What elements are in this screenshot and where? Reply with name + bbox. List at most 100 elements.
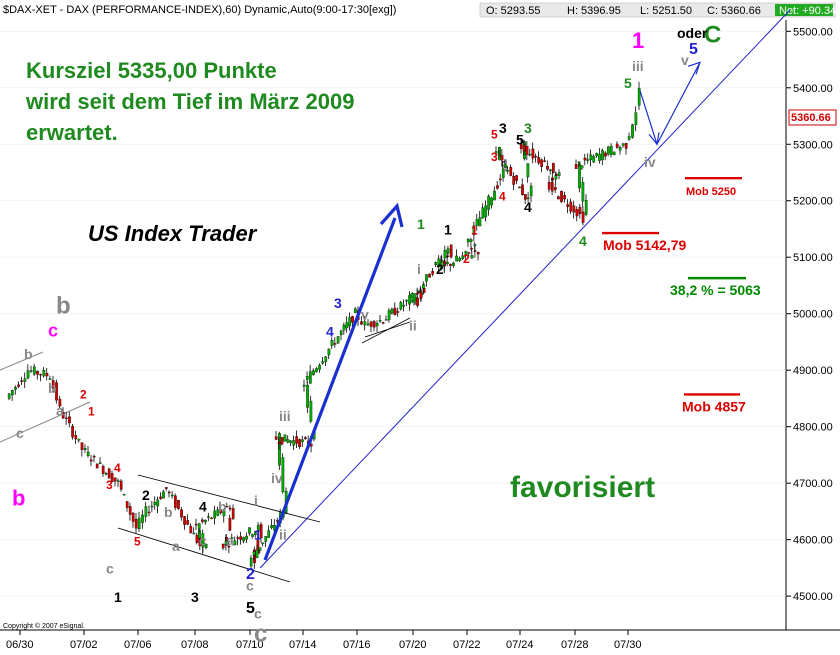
candle-body [197, 523, 201, 529]
candle-body [309, 371, 312, 384]
candle-body [563, 195, 566, 200]
candle-body [278, 433, 281, 466]
wave-label: b [12, 486, 25, 511]
y-tick-label: 5200.00 [793, 196, 833, 208]
y-tick-label: 4600.00 [793, 535, 833, 547]
candle-body [537, 157, 541, 164]
candle-body [32, 366, 36, 375]
candle-body [164, 487, 168, 489]
candle-body [95, 463, 99, 469]
candle-body [464, 251, 468, 256]
candle-body [637, 87, 641, 106]
candle-body [292, 440, 296, 446]
candle-body [584, 200, 588, 215]
candle-body [446, 255, 450, 257]
candle-body [122, 494, 126, 496]
candle-body [280, 437, 284, 445]
candle-body [189, 525, 193, 534]
candle-body [318, 364, 321, 370]
candle-body [92, 455, 96, 458]
candle-body [61, 411, 65, 419]
candle-body [499, 178, 502, 181]
candle-body [74, 435, 78, 440]
wave-label: 5 [246, 600, 255, 617]
candle-body [281, 457, 285, 493]
candle-body [156, 499, 160, 507]
candle-body [425, 274, 428, 282]
candle-body [301, 439, 304, 442]
candle-body [375, 323, 379, 327]
candle-body [506, 170, 510, 172]
candle-body [442, 263, 446, 266]
candle-body [342, 324, 346, 331]
candle-body [83, 448, 87, 450]
candle-body [618, 147, 622, 151]
candle-body [39, 373, 42, 376]
wave-label: b [48, 380, 57, 396]
candle-body [521, 184, 524, 196]
wave-label: iv [644, 154, 656, 170]
wave-label: 4 [199, 498, 207, 514]
candle-body [239, 536, 243, 540]
wave-label: ii [279, 527, 287, 543]
candle-body [552, 163, 555, 173]
y-tick-label: 4800.00 [793, 422, 833, 434]
wave-label: c [16, 425, 24, 441]
y-tick-label: 4700.00 [793, 478, 833, 490]
candle-body [557, 196, 560, 200]
candle-body [228, 507, 232, 510]
candle-body [80, 442, 84, 451]
candle-body [366, 323, 370, 326]
brand-text: US Index Trader [88, 221, 258, 246]
candle-body [378, 319, 382, 322]
candle-body [528, 153, 532, 156]
candle-body [36, 371, 39, 375]
wave-label: 5 [491, 128, 498, 142]
candles [7, 81, 641, 569]
x-tick-label: 07/30 [614, 639, 642, 651]
candle-body [89, 459, 93, 462]
candle-body [162, 491, 165, 499]
candle-body [20, 380, 24, 382]
candle-body [531, 148, 535, 159]
overlay-lines [263, 61, 701, 561]
candle-body [449, 244, 453, 258]
candle-body [261, 542, 265, 545]
candle-body [609, 146, 613, 155]
candle-body [390, 308, 394, 314]
candle-body [384, 319, 388, 321]
candle-body [230, 537, 234, 539]
candle-body [228, 517, 232, 531]
candle-body [45, 373, 49, 377]
candle-body [360, 321, 363, 325]
candle-body [110, 473, 114, 482]
x-tick-label: 07/24 [506, 639, 534, 651]
wave3-arrowhead [379, 202, 404, 228]
candle-body [560, 191, 563, 202]
candle-body [10, 390, 14, 396]
x-tick-label: 07/28 [561, 639, 589, 651]
candle-body [540, 159, 544, 167]
wave-label: a [226, 532, 234, 548]
candle-body [470, 248, 473, 250]
x-tick-label: 07/16 [343, 639, 371, 651]
channel-line [361, 317, 411, 344]
candle-body [455, 255, 458, 262]
wave-label: 5 [134, 534, 141, 548]
candle-body [174, 495, 177, 508]
candle-body [363, 321, 367, 326]
candle-body [198, 529, 201, 539]
candle-body [195, 534, 199, 543]
wave-label: 1 [632, 28, 644, 53]
wave-label: 3 [106, 478, 113, 492]
y-tick-label: 4500.00 [793, 591, 833, 603]
wave-label: iii [279, 408, 291, 424]
candle-body [498, 147, 501, 161]
projection-arrowhead [687, 61, 701, 75]
candle-body [245, 535, 248, 540]
candle-body [231, 508, 235, 519]
candle-body [546, 165, 549, 170]
y-axis-ticks: 5500.00 5400.00 5300.00 5200.00 5100.00 5000.… [786, 26, 833, 603]
ohlc-high: H: 5396.95 [567, 5, 621, 17]
